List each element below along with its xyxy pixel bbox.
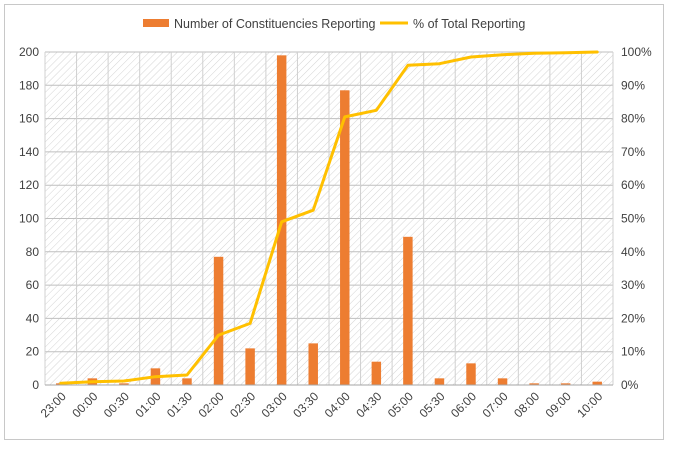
bar-02:30 <box>245 348 255 385</box>
bar-00:30 <box>119 383 129 385</box>
y-right-tick-label: 50% <box>621 212 645 226</box>
legend-label-line: % of Total Reporting <box>413 17 525 31</box>
bar-09:00 <box>560 383 571 385</box>
x-tick-label: 01:30 <box>164 389 195 420</box>
y-right-tick-label: 0% <box>621 378 639 392</box>
x-tick-label: 03:30 <box>290 389 321 420</box>
bar-series <box>56 55 602 386</box>
x-tick-label: 10:00 <box>574 389 605 420</box>
y-left-tick-label: 80 <box>26 245 40 259</box>
legend-swatch-bar <box>143 19 169 27</box>
bar-03:00 <box>276 55 287 386</box>
y-left-tick-label: 60 <box>26 278 40 292</box>
bar-07:00 <box>497 378 508 385</box>
y-axis-right: 0% 10% 20% 30% 40% 50% 60% 70% 80% 90% 100% <box>621 45 652 392</box>
y-left-tick-label: 20 <box>26 345 40 359</box>
gridlines <box>44 51 614 386</box>
x-tick-label: 05:00 <box>385 389 416 420</box>
bar-02:00 <box>213 256 224 385</box>
y-right-tick-label: 70% <box>621 145 645 159</box>
y-left-tick-label: 200 <box>19 45 39 59</box>
y-right-tick-label: 90% <box>621 78 645 92</box>
y-left-tick-label: 140 <box>19 145 39 159</box>
x-tick-label: 02:00 <box>196 389 227 420</box>
bar-05:00 <box>403 236 413 385</box>
line-percent-total <box>59 50 599 385</box>
bar-03:30 <box>308 343 318 385</box>
x-tick-label: 00:00 <box>69 389 100 420</box>
legend-label-bar: Number of Constituencies Reporting <box>174 17 376 31</box>
y-right-tick-label: 20% <box>621 311 645 325</box>
x-tick-label: 23:00 <box>38 389 69 420</box>
x-tick-label: 02:30 <box>227 389 258 420</box>
line-series <box>59 50 599 385</box>
y-right-tick-label: 100% <box>621 45 652 59</box>
bar-08:00 <box>529 383 539 385</box>
bar-06:00 <box>466 363 476 385</box>
y-axis-left: 0 20 40 60 80 100 120 140 160 180 200 <box>19 45 39 392</box>
x-tick-label: 04:00 <box>322 389 353 420</box>
x-tick-label: 08:00 <box>511 389 542 420</box>
bar-05:30 <box>434 378 445 385</box>
y-right-tick-label: 10% <box>621 345 645 359</box>
x-tick-label: 05:30 <box>416 389 447 420</box>
y-left-tick-label: 180 <box>19 78 39 92</box>
x-tick-label: 09:00 <box>543 389 574 420</box>
y-right-tick-label: 40% <box>621 245 645 259</box>
y-right-tick-label: 80% <box>621 112 645 126</box>
bar-04:00 <box>340 90 350 386</box>
y-left-tick-label: 0 <box>32 378 39 392</box>
y-right-tick-label: 60% <box>621 178 645 192</box>
bar-10:00 <box>592 381 602 385</box>
x-tick-label: 06:00 <box>448 389 479 420</box>
y-left-tick-label: 120 <box>19 178 39 192</box>
x-tick-label: 01:00 <box>132 389 163 420</box>
y-left-tick-label: 160 <box>19 112 39 126</box>
y-right-tick-label: 30% <box>621 278 645 292</box>
bar-04:30 <box>371 361 382 385</box>
legend: Number of Constituencies Reporting % of … <box>143 17 525 31</box>
x-tick-label: 03:00 <box>259 389 290 420</box>
x-tick-label: 00:30 <box>101 389 132 420</box>
y-left-tick-label: 40 <box>26 311 40 325</box>
x-axis: 23:00 00:00 00:30 01:00 01:30 02:00 02:30 03:00… <box>38 384 613 420</box>
x-tick-label: 04:30 <box>353 389 384 420</box>
chart-frame: Number of Constituencies Reporting % of … <box>4 4 664 440</box>
chart-svg: Number of Constituencies Reporting % of … <box>19 17 652 420</box>
bar-01:30 <box>182 378 192 385</box>
x-tick-label: 07:00 <box>480 389 511 420</box>
y-left-tick-label: 100 <box>19 212 39 226</box>
